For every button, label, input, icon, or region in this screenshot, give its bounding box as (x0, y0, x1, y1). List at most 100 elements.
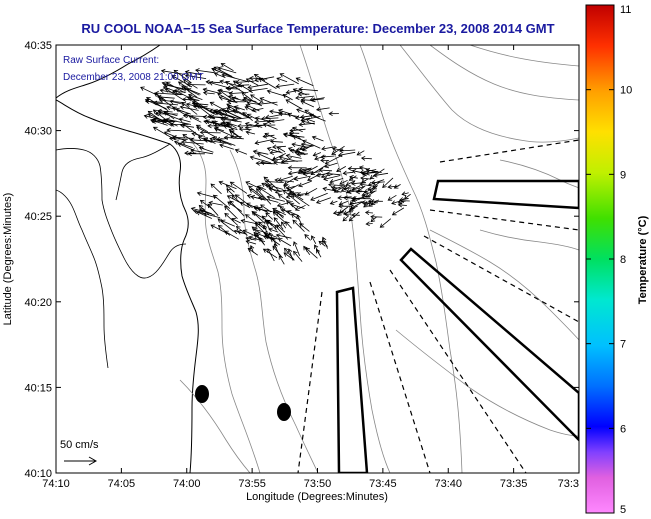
current-vector (300, 145, 314, 149)
current-vector (285, 221, 292, 229)
current-vector (339, 200, 349, 205)
current-vector-head (235, 226, 241, 231)
current-vector-head (233, 105, 239, 110)
current-vector (276, 146, 286, 153)
current-vector (404, 193, 411, 200)
current-vector (226, 188, 235, 197)
current-vector (183, 86, 201, 95)
current-vector-head (298, 182, 303, 188)
current-vector-head (314, 244, 319, 250)
current-vector-head (234, 148, 240, 154)
current-vector (373, 172, 389, 177)
current-vector-head (337, 152, 343, 158)
current-vector-head (254, 221, 260, 226)
current-vector-head (169, 99, 175, 105)
current-vector (278, 238, 292, 247)
current-vector (226, 184, 235, 193)
current-vector-head (349, 175, 354, 180)
current-vector (181, 101, 198, 115)
current-vector (236, 226, 248, 236)
current-vector-head (299, 223, 304, 228)
current-vector-head (287, 112, 293, 118)
current-vector (316, 249, 322, 258)
current-vector-head (249, 75, 254, 81)
current-vector-head (260, 160, 265, 166)
current-vector (239, 128, 252, 131)
current-vector-head (217, 224, 223, 230)
current-vector (172, 106, 186, 116)
current-vector (247, 114, 259, 121)
current-vector-head (153, 92, 159, 97)
current-vector-head (178, 117, 184, 123)
current-vector (313, 152, 322, 156)
current-vector (343, 197, 358, 199)
current-vector (254, 76, 275, 81)
current-vector (203, 213, 221, 219)
current-vector-head (398, 197, 404, 202)
current-vector-head (346, 189, 352, 195)
current-vector-head (287, 170, 293, 176)
current-vector (247, 102, 259, 105)
current-vector (283, 189, 300, 205)
current-vector-head (244, 106, 250, 111)
current-vector (226, 122, 237, 127)
current-vector (371, 181, 385, 183)
current-vector (361, 202, 372, 204)
station-marker (195, 385, 209, 403)
current-vector (200, 132, 221, 134)
current-vector (351, 182, 366, 185)
current-vector-head (255, 188, 261, 193)
current-vector (359, 166, 370, 170)
bathymetry-contour (359, 45, 463, 473)
current-vector (277, 201, 293, 207)
current-vector (248, 185, 265, 199)
coastline-inlet (56, 143, 187, 279)
current-vector-head (252, 211, 258, 217)
current-vector-head (292, 135, 297, 140)
current-vector (233, 230, 243, 234)
current-vector (246, 78, 259, 86)
current-vector-head (291, 142, 296, 148)
current-vector (349, 205, 358, 211)
current-vector (311, 98, 324, 101)
current-vector-head (185, 102, 191, 107)
current-vector-head (316, 106, 321, 112)
current-vector (205, 120, 227, 126)
current-vector-head (218, 180, 224, 186)
current-vector (238, 84, 250, 86)
current-vector (296, 148, 307, 151)
current-vector-head (235, 79, 240, 85)
current-vector (220, 122, 232, 126)
current-vector-head (252, 149, 258, 155)
current-vector-head (279, 206, 285, 211)
current-vector (224, 205, 238, 219)
current-vector-head (296, 108, 301, 113)
current-vector-head (343, 195, 348, 201)
current-vector (231, 218, 241, 224)
current-vector-head (143, 114, 149, 119)
current-vector-head (278, 111, 283, 117)
current-vector-head (209, 137, 215, 142)
current-vector (299, 223, 310, 232)
current-vector-head (165, 88, 170, 93)
current-vector-head (369, 188, 375, 194)
current-vector-head (219, 79, 224, 85)
current-vector-head (255, 160, 260, 166)
current-vector (328, 184, 348, 187)
current-vector-head (362, 171, 367, 177)
current-vector-head (295, 77, 301, 82)
current-vector-head (391, 200, 396, 205)
current-vector-head (202, 87, 208, 93)
current-vector-head (224, 205, 229, 211)
current-vector-head (266, 119, 272, 124)
current-vector-head (242, 229, 248, 234)
current-vector (363, 202, 378, 205)
current-vector (187, 88, 200, 96)
current-vector-head (329, 200, 335, 205)
y-tick-label: 40:20 (24, 297, 52, 309)
current-vector (256, 162, 276, 165)
current-vector-head (188, 115, 194, 120)
current-vector-head (324, 163, 330, 169)
current-vector-head (263, 176, 269, 182)
current-vector (300, 115, 312, 118)
